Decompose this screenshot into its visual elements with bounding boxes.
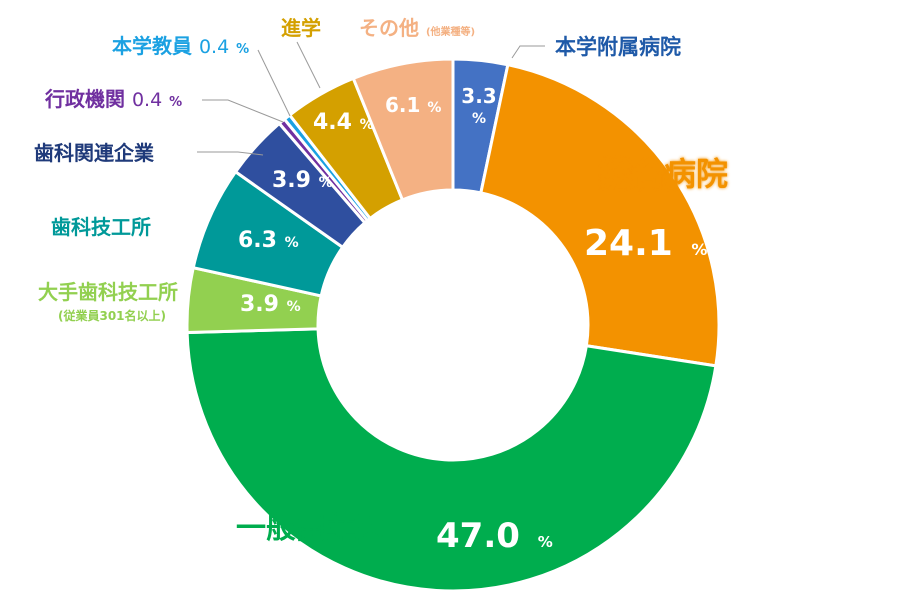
donut-slices bbox=[185, 57, 721, 593]
label-dental-company: 歯科関連企業 bbox=[34, 143, 154, 163]
value-general-practitioner-pct: % bbox=[537, 533, 553, 551]
label-other-name: その他 bbox=[359, 16, 419, 40]
value-dental-company-pct: % bbox=[318, 175, 333, 191]
value-university-hospital-pct: % bbox=[471, 111, 487, 127]
label-general-hospital: 総合病院 bbox=[600, 158, 728, 190]
label-further-study: 進学 bbox=[281, 18, 321, 38]
label-large-dental-lab: 大手歯科技工所 bbox=[38, 282, 178, 302]
value-large-dental-lab: 3.9 % bbox=[240, 294, 301, 316]
value-further-study-pct: % bbox=[359, 117, 374, 133]
leader-line-faculty bbox=[257, 49, 291, 117]
value-large-dental-lab-number: 3.9 bbox=[240, 292, 279, 317]
label-general-practitioner: 一般開業医 bbox=[236, 514, 386, 544]
label-university-hospital: 本学附属病院 bbox=[555, 37, 681, 58]
label-university-hospital-name: 本学附属病院 bbox=[555, 35, 681, 59]
value-university-hospital: 3.3 % bbox=[457, 86, 501, 126]
value-general-hospital-pct: % bbox=[691, 240, 708, 259]
label-dental-lab: 歯科技工所 bbox=[51, 217, 151, 237]
value-other-number: 6.1 bbox=[385, 93, 421, 117]
label-faculty-pct: % bbox=[236, 42, 250, 57]
value-general-hospital: 24.1 % bbox=[584, 226, 707, 262]
leader-line-dental-company bbox=[197, 151, 264, 156]
value-dental-company-number: 3.9 bbox=[272, 168, 311, 193]
donut-slice-2 bbox=[185, 327, 718, 593]
donut-slice-9 bbox=[351, 57, 455, 202]
donut-slice-1 bbox=[479, 62, 721, 368]
leader-line-hospital bbox=[511, 45, 545, 59]
value-further-study-number: 4.4 bbox=[313, 110, 352, 135]
value-dental-company: 3.9 % bbox=[272, 170, 333, 192]
value-other-pct: % bbox=[427, 100, 442, 116]
label-dental-lab-name: 歯科技工所 bbox=[51, 215, 151, 239]
label-government-value: 0.4 bbox=[131, 89, 163, 111]
value-dental-lab-pct: % bbox=[284, 235, 299, 251]
leader-lines bbox=[197, 41, 545, 156]
value-general-practitioner-number: 47.0 bbox=[436, 516, 520, 556]
value-other: 6.1 % bbox=[385, 95, 441, 115]
value-dental-lab: 6.3 % bbox=[238, 230, 299, 252]
value-dental-lab-number: 6.3 bbox=[238, 228, 277, 253]
label-other: その他 (他業種等) bbox=[359, 18, 475, 38]
label-faculty: 本学教員 0.4 % bbox=[112, 36, 249, 57]
label-other-note: (他業種等) bbox=[425, 27, 476, 38]
label-faculty-name: 本学教員 bbox=[112, 34, 192, 58]
label-general-hospital-name: 総合病院 bbox=[600, 155, 729, 193]
label-general-practitioner-name: 一般開業医 bbox=[236, 511, 386, 546]
leader-line-further-study bbox=[296, 41, 321, 89]
label-large-dental-lab-note-text: (従業員301名以上) bbox=[58, 309, 167, 323]
label-government-name: 行政機関 bbox=[45, 87, 125, 111]
label-dental-company-name: 歯科関連企業 bbox=[34, 141, 154, 165]
value-general-practitioner: 47.0 % bbox=[436, 519, 553, 553]
value-general-hospital-number: 24.1 bbox=[584, 223, 673, 264]
label-large-dental-lab-name: 大手歯科技工所 bbox=[38, 280, 178, 304]
label-government-pct: % bbox=[169, 95, 183, 110]
label-large-dental-lab-note: (従業員301名以上) bbox=[58, 310, 166, 322]
value-university-hospital-number: 3.3 bbox=[461, 84, 497, 108]
label-government: 行政機関 0.4 % bbox=[45, 89, 182, 110]
label-further-study-name: 進学 bbox=[281, 16, 321, 40]
value-large-dental-lab-pct: % bbox=[286, 299, 301, 315]
label-faculty-value: 0.4 bbox=[198, 36, 230, 58]
value-further-study: 4.4 % bbox=[313, 112, 374, 134]
leader-line-government bbox=[202, 99, 284, 123]
